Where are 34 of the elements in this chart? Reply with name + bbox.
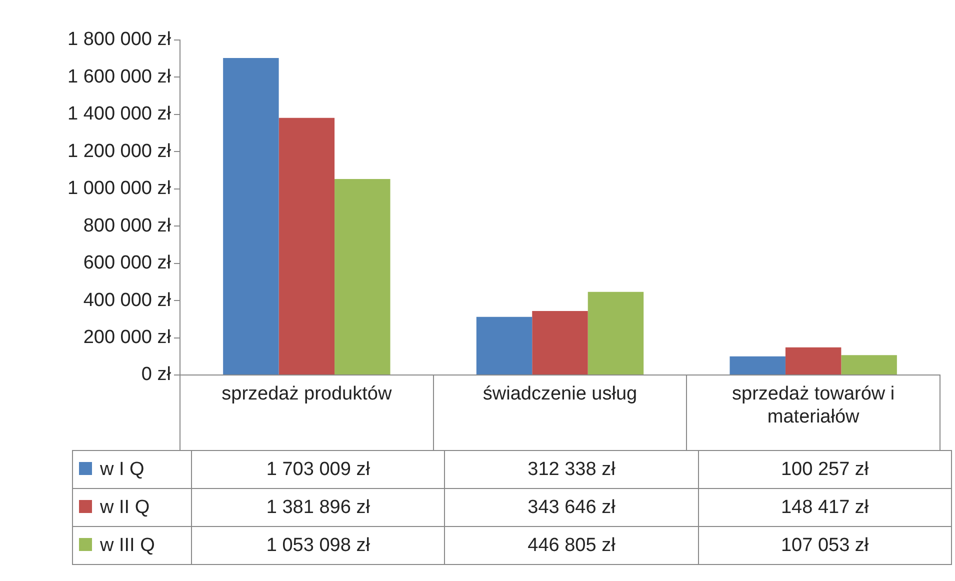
data-label: 100 257 zł: [698, 450, 952, 488]
y-tick-label: 1 600 000 zł: [67, 66, 172, 88]
y-tick-label: 400 000 zł: [83, 290, 172, 311]
bar: [588, 292, 644, 374]
y-tick-label: 1 400 000 zł: [67, 104, 172, 125]
bar: [532, 311, 588, 374]
data-label: 1 053 098 zł: [192, 526, 445, 564]
legend-label: w III Q: [100, 534, 155, 556]
legend-label: w I Q: [100, 458, 144, 480]
x-tick-label: sprzedaż towarów i materiałów: [732, 384, 895, 428]
bar: [785, 347, 842, 374]
y-tick-label: 0 zł: [141, 364, 172, 386]
data-label: 1 381 896 zł: [192, 488, 445, 526]
y-tick-label: 1 200 000 zł: [67, 140, 172, 162]
bar: [278, 118, 335, 374]
data-label: 446 805 zł: [444, 526, 698, 564]
y-tick-label: 800 000 zł: [83, 215, 172, 236]
data-label: 148 417 zł: [698, 488, 952, 526]
legend-label: w II Q: [100, 496, 150, 518]
data-label: 1 703 009 zł: [192, 450, 445, 488]
bar: [223, 58, 279, 374]
bar: [334, 179, 390, 374]
y-tick-label: 200 000 zł: [83, 327, 172, 348]
x-tick-label: sprzedaż produktów: [222, 384, 392, 405]
y-tick-label: 1 800 000 zł: [67, 29, 172, 50]
bar: [841, 355, 897, 374]
y-tick-label: 1 000 000 zł: [67, 178, 172, 200]
data-label: 343 646 zł: [444, 488, 698, 526]
x-tick-label: świadczenie usług: [482, 384, 638, 405]
data-label: 107 053 zł: [698, 526, 952, 564]
bar: [730, 356, 786, 374]
data-label: 312 338 zł: [444, 450, 698, 488]
y-tick-label: 600 000 zł: [83, 252, 172, 274]
bar: [476, 316, 532, 374]
